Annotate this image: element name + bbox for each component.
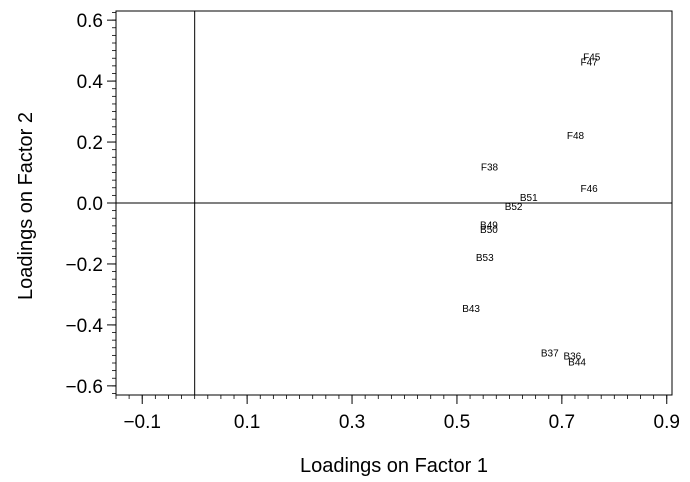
data-point-b50: B50 bbox=[480, 225, 498, 236]
x-axis-title: Loadings on Factor 1 bbox=[300, 455, 488, 477]
data-point-b43: B43 bbox=[462, 304, 480, 315]
reference-lines bbox=[116, 11, 672, 395]
y-axis-title: Loadings on Factor 2 bbox=[15, 112, 37, 300]
data-point-b37: B37 bbox=[541, 348, 559, 359]
data-point-f48: F48 bbox=[567, 131, 585, 142]
data-point-b44: B44 bbox=[568, 357, 586, 368]
y-tick-label: −0.2 bbox=[65, 255, 103, 276]
axes: −0.1 0.1 0.3 0.5 0.7 0.9 −0.6 −0.4 −0.2 0.0 0.2 0.4… bbox=[65, 10, 680, 433]
data-point-b36: B36 bbox=[563, 351, 581, 362]
data-point-f46: F46 bbox=[581, 184, 599, 195]
x-tick-label: 0.7 bbox=[549, 412, 575, 433]
data-point-b53: B53 bbox=[476, 253, 494, 264]
data-point-b52: B52 bbox=[505, 202, 523, 213]
x-tick-label: 0.3 bbox=[339, 412, 365, 433]
x-tick-label: 0.9 bbox=[654, 412, 680, 433]
y-tick-label: 0.6 bbox=[77, 11, 103, 32]
data-point-f38: F38 bbox=[481, 162, 499, 173]
y-tick-label: −0.6 bbox=[65, 377, 103, 398]
data-point-f47: F47 bbox=[581, 57, 599, 68]
y-tick-label: 0.2 bbox=[77, 133, 103, 154]
y-tick-label: 0.4 bbox=[77, 72, 104, 93]
y-tick-label: −0.4 bbox=[65, 316, 103, 337]
data-point-b51: B51 bbox=[520, 193, 538, 204]
x-tick-label: −0.1 bbox=[123, 412, 161, 433]
y-tick-label: 0.0 bbox=[77, 194, 103, 215]
x-tick-label: 0.5 bbox=[444, 412, 470, 433]
data-point-b49: B49 bbox=[480, 220, 498, 231]
data-point-f45: F45 bbox=[583, 53, 601, 64]
x-tick-label: 0.1 bbox=[234, 412, 260, 433]
